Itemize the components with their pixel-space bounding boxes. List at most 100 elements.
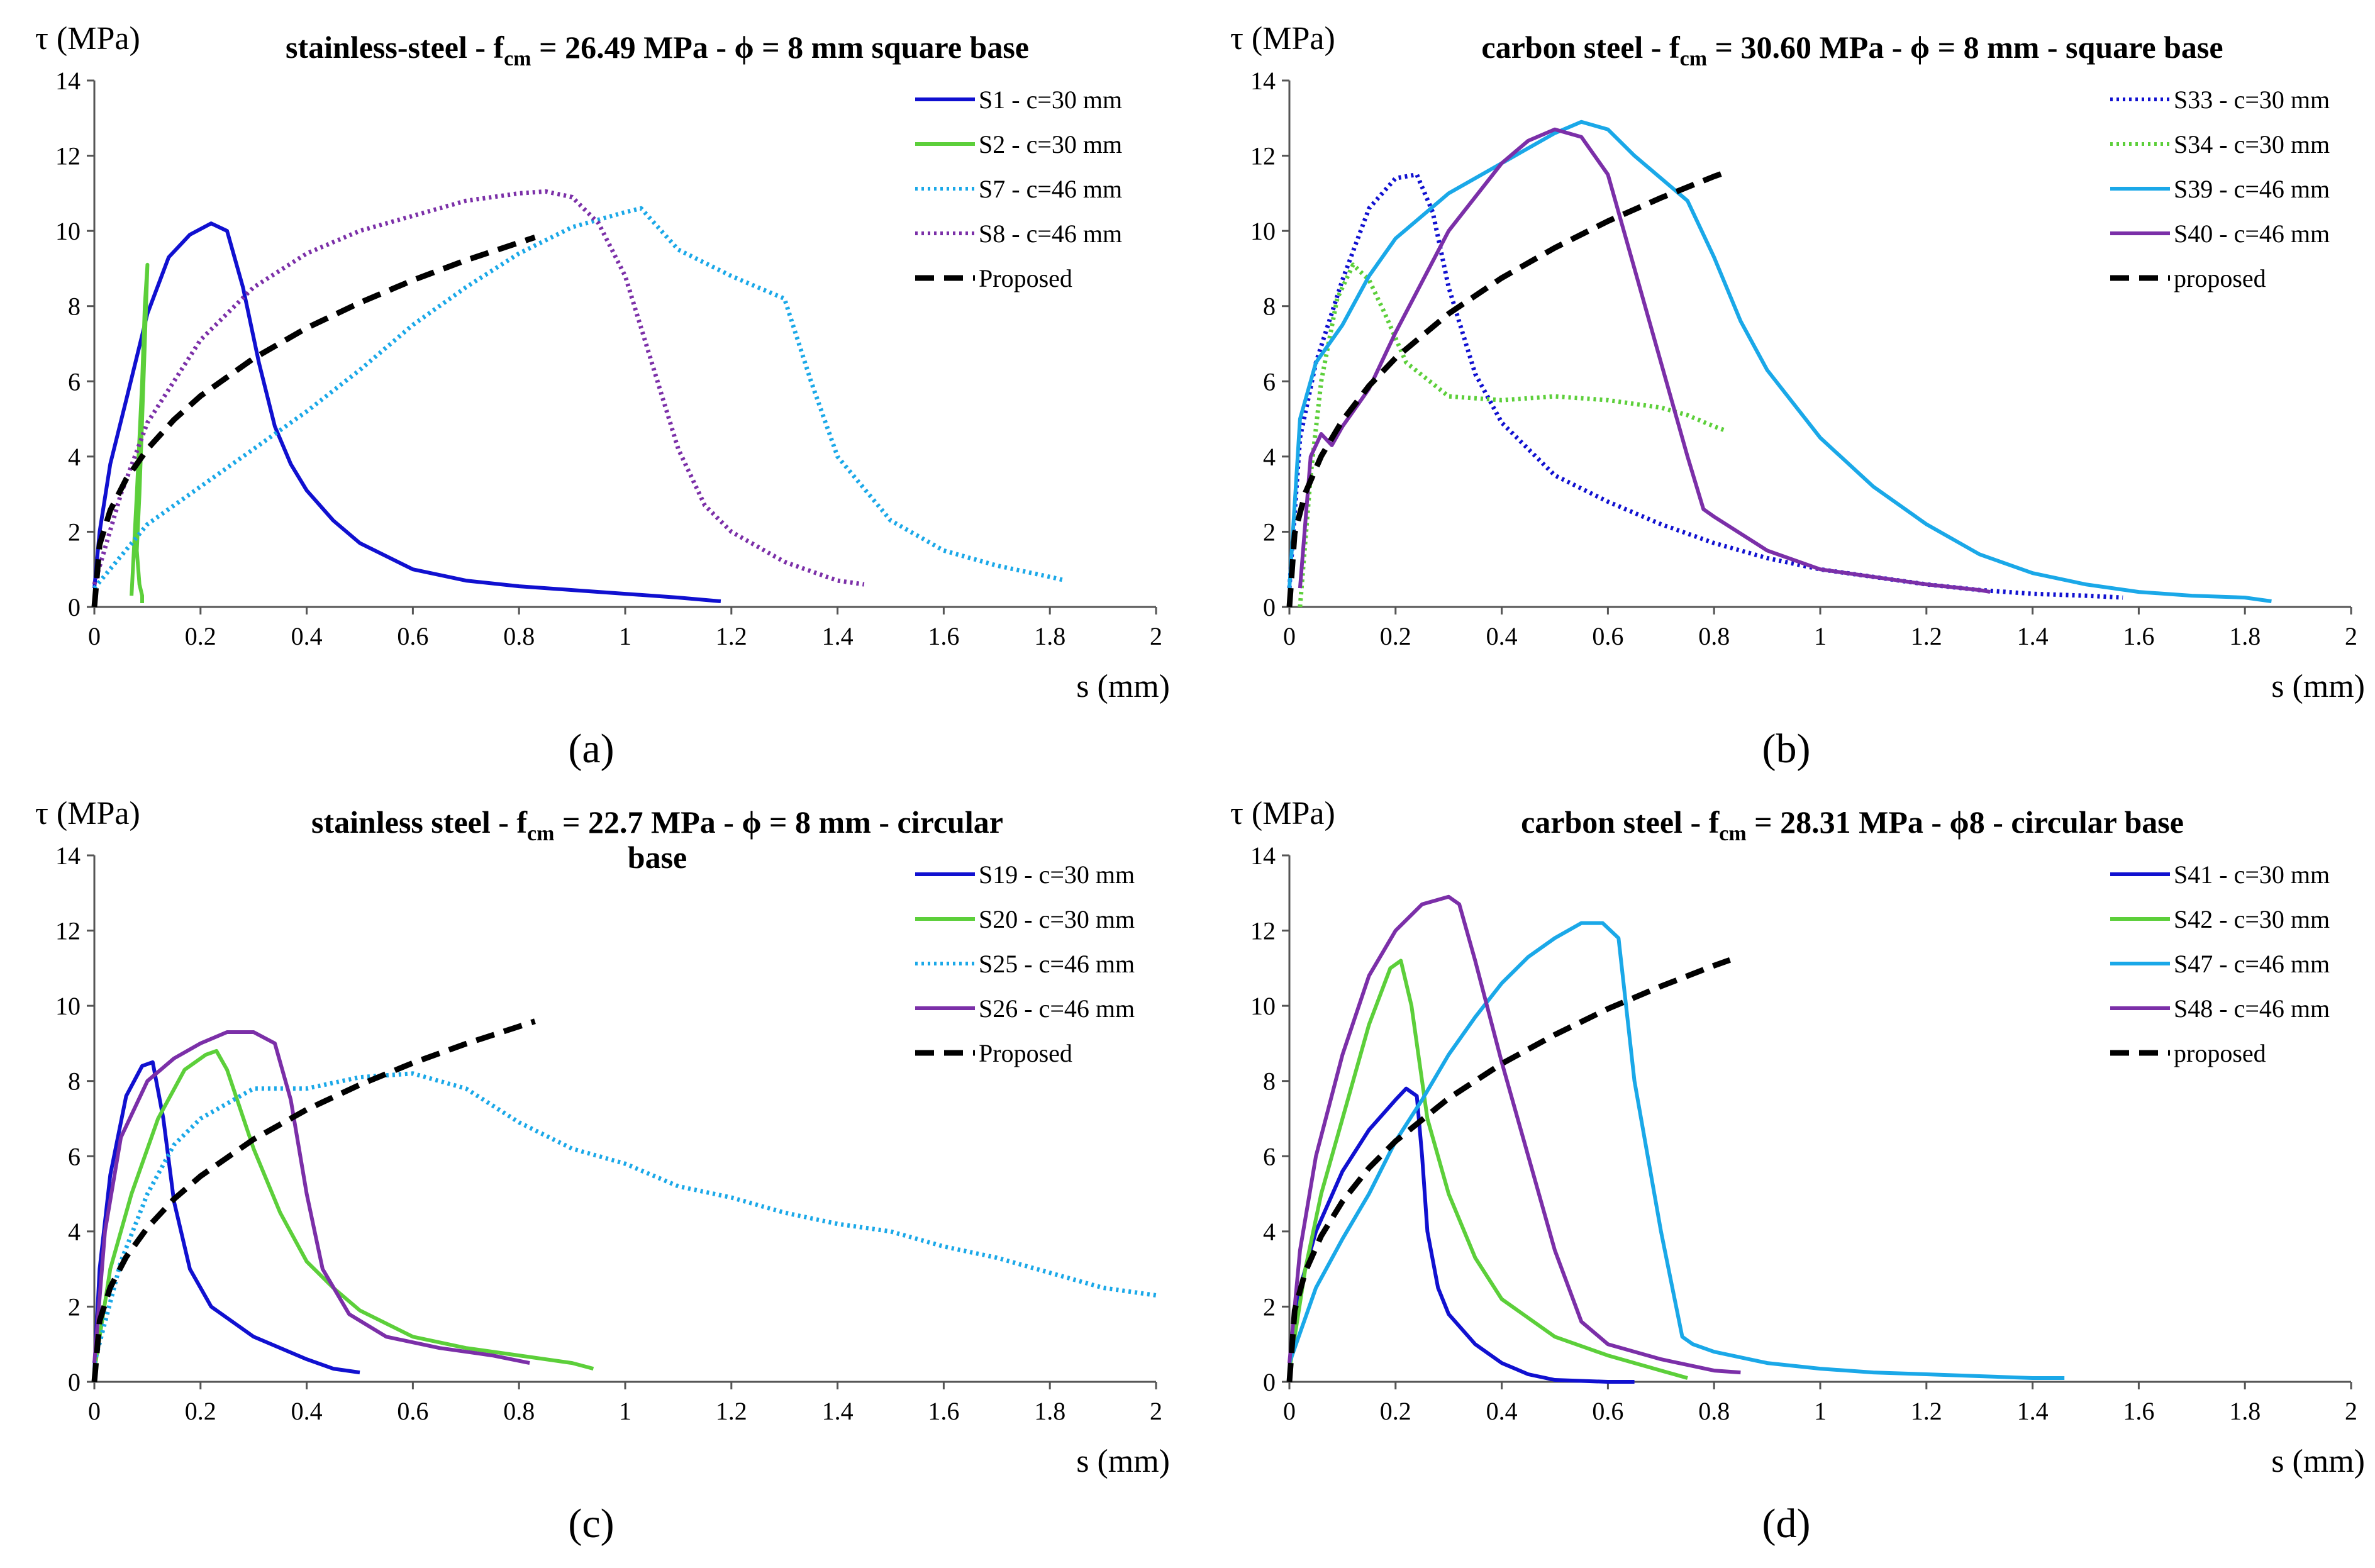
panel-label: (d) [1762, 1501, 1811, 1547]
chart-title-part: carbon steel - f [1521, 804, 1720, 840]
legend-label: S42 - c=30 mm [2174, 905, 2330, 933]
legend-label: S19 - c=30 mm [979, 860, 1135, 889]
x-tick-label: 1.6 [2123, 622, 2154, 650]
x-tick-label: 0.6 [397, 1397, 428, 1425]
x-tick-label: 0.4 [291, 1397, 323, 1425]
x-tick-label: 2 [2345, 1397, 2357, 1425]
y-tick-label: 2 [1263, 1293, 1276, 1321]
panel-label: (a) [568, 726, 614, 772]
x-tick-label: 1.2 [1911, 1397, 1942, 1425]
legend-label: S8 - c=46 mm [979, 220, 1122, 248]
y-tick-label: 0 [1263, 593, 1276, 621]
x-tick-label: 0.8 [503, 622, 535, 650]
x-tick-label: 1.6 [928, 1397, 959, 1425]
y-tick-label: 10 [1250, 992, 1276, 1020]
y-tick-label: 6 [68, 1142, 81, 1170]
y-tick-label: 0 [68, 593, 81, 621]
legend-label: S47 - c=46 mm [2174, 950, 2330, 978]
y-axis-label: τ (MPa) [1230, 796, 1335, 831]
x-axis-label: s (mm) [1076, 669, 1170, 704]
panel-d: 0 2 4 6 8 10 12 14 0 0.2 0.4 0.6 0.8 1 1.2 1.4 1.6 1.8 2 τ … [1230, 796, 2365, 1547]
chart-title-part: = 26.49 MPa - ϕ = 8 mm square base [531, 30, 1029, 65]
y-axis-label: τ (MPa) [35, 21, 140, 57]
legend-label: S20 - c=30 mm [979, 905, 1135, 933]
x-tick-label: 0.4 [1486, 1397, 1518, 1425]
x-tick-label: 1.4 [2017, 622, 2049, 650]
legend-label: S48 - c=46 mm [2174, 994, 2330, 1023]
x-tick-label: 0.8 [503, 1397, 535, 1425]
y-tick-label: 14 [1250, 67, 1276, 95]
chart-title: carbon steel - fcm = 28.31 MPa - ϕ8 - ci… [1521, 804, 2184, 845]
y-tick-label: 6 [1263, 367, 1276, 396]
legend-label: S41 - c=30 mm [2174, 860, 2330, 889]
series-line-s42 [1288, 959, 1688, 1380]
x-tick-label: 0.6 [1592, 622, 1623, 650]
panel-label: (c) [568, 1501, 614, 1547]
x-tick-label: 1.4 [822, 1397, 854, 1425]
y-tick-label: 6 [68, 367, 81, 396]
y-tick-label: 0 [1263, 1368, 1276, 1396]
legend-label: Proposed [979, 1039, 1072, 1067]
series-line-proposed [1286, 957, 1732, 1382]
series-line-s41 [1288, 1086, 1635, 1384]
x-tick-label: 1 [1814, 1397, 1827, 1425]
x-tick-label: 1.6 [2123, 1397, 2154, 1425]
legend-label: Proposed [979, 264, 1072, 292]
legend-label: S34 - c=30 mm [2174, 130, 2330, 158]
panel-label: (b) [1762, 726, 1811, 772]
chart-title: stainless-steel - fcm = 26.49 MPa - ϕ = … [286, 30, 1029, 70]
x-tick-label: 1.8 [2229, 1397, 2261, 1425]
series-line-s20 [92, 1048, 594, 1371]
y-tick-label: 12 [55, 142, 81, 170]
series-line-s8 [92, 189, 865, 587]
x-tick-label: 0.2 [185, 1397, 216, 1425]
chart-title-part: = 28.31 MPa - ϕ8 - circular base [1747, 804, 2184, 840]
panel-a: 0 2 4 6 8 10 12 14 0 0.2 0.4 0.6 0.8 1 1.2 1.4 1.6 1.8 2 τ … [35, 21, 1170, 772]
y-tick-label: 2 [68, 1293, 81, 1321]
x-tick-label: 1 [1814, 622, 1827, 650]
chart-title-subscript: cm [1719, 822, 1746, 845]
y-tick-label: 8 [68, 1067, 81, 1096]
series-line-proposed [1286, 168, 1732, 608]
x-tick-label: 0.8 [1698, 622, 1730, 650]
y-axis-label: τ (MPa) [1230, 21, 1335, 57]
x-tick-label: 1.4 [822, 622, 854, 650]
legend-label: S39 - c=46 mm [2174, 175, 2330, 203]
x-tick-label: 0.4 [1486, 622, 1518, 650]
chart-title-part: = 22.7 MPa - ϕ = 8 mm - circular [554, 804, 1003, 840]
chart-title-subscript: cm [504, 47, 531, 70]
x-tick-label: 2 [2345, 622, 2357, 650]
y-tick-label: 8 [68, 292, 81, 321]
x-tick-label: 1.8 [2229, 622, 2261, 650]
x-tick-label: 1.8 [1034, 622, 1065, 650]
series-line-s2 [130, 262, 150, 603]
y-tick-label: 12 [1250, 142, 1276, 170]
chart-title-part: carbon steel - f [1481, 30, 1681, 65]
y-tick-label: 14 [1250, 842, 1276, 870]
y-tick-label: 4 [68, 443, 81, 471]
legend-label: S33 - c=30 mm [2174, 86, 2330, 114]
x-tick-label: 1.2 [1911, 622, 1942, 650]
y-tick-label: 8 [1263, 1067, 1276, 1096]
x-tick-label: 1.4 [2017, 1397, 2049, 1425]
legend-label: proposed [2174, 264, 2266, 292]
x-axis-label: s (mm) [1076, 1443, 1170, 1479]
x-tick-label: 1.6 [928, 622, 959, 650]
legend-label: S2 - c=30 mm [979, 130, 1122, 158]
x-tick-label: 1 [619, 622, 631, 650]
chart-title-part: stainless-steel - f [286, 30, 504, 65]
x-tick-label: 0.6 [397, 622, 428, 650]
series-line-s26 [92, 1030, 530, 1365]
chart-title-subscript: cm [527, 822, 554, 845]
y-tick-label: 12 [55, 917, 81, 945]
y-tick-label: 0 [68, 1368, 81, 1396]
series-line-s39 [1288, 120, 2272, 603]
x-tick-label: 1.2 [716, 1397, 747, 1425]
legend-label: S26 - c=46 mm [979, 994, 1135, 1023]
y-tick-label: 10 [55, 217, 81, 245]
legend-label: S7 - c=46 mm [979, 175, 1122, 203]
y-tick-label: 10 [1250, 217, 1276, 245]
chart-title-line2: base [628, 840, 687, 875]
legend-label: S40 - c=46 mm [2174, 220, 2330, 248]
